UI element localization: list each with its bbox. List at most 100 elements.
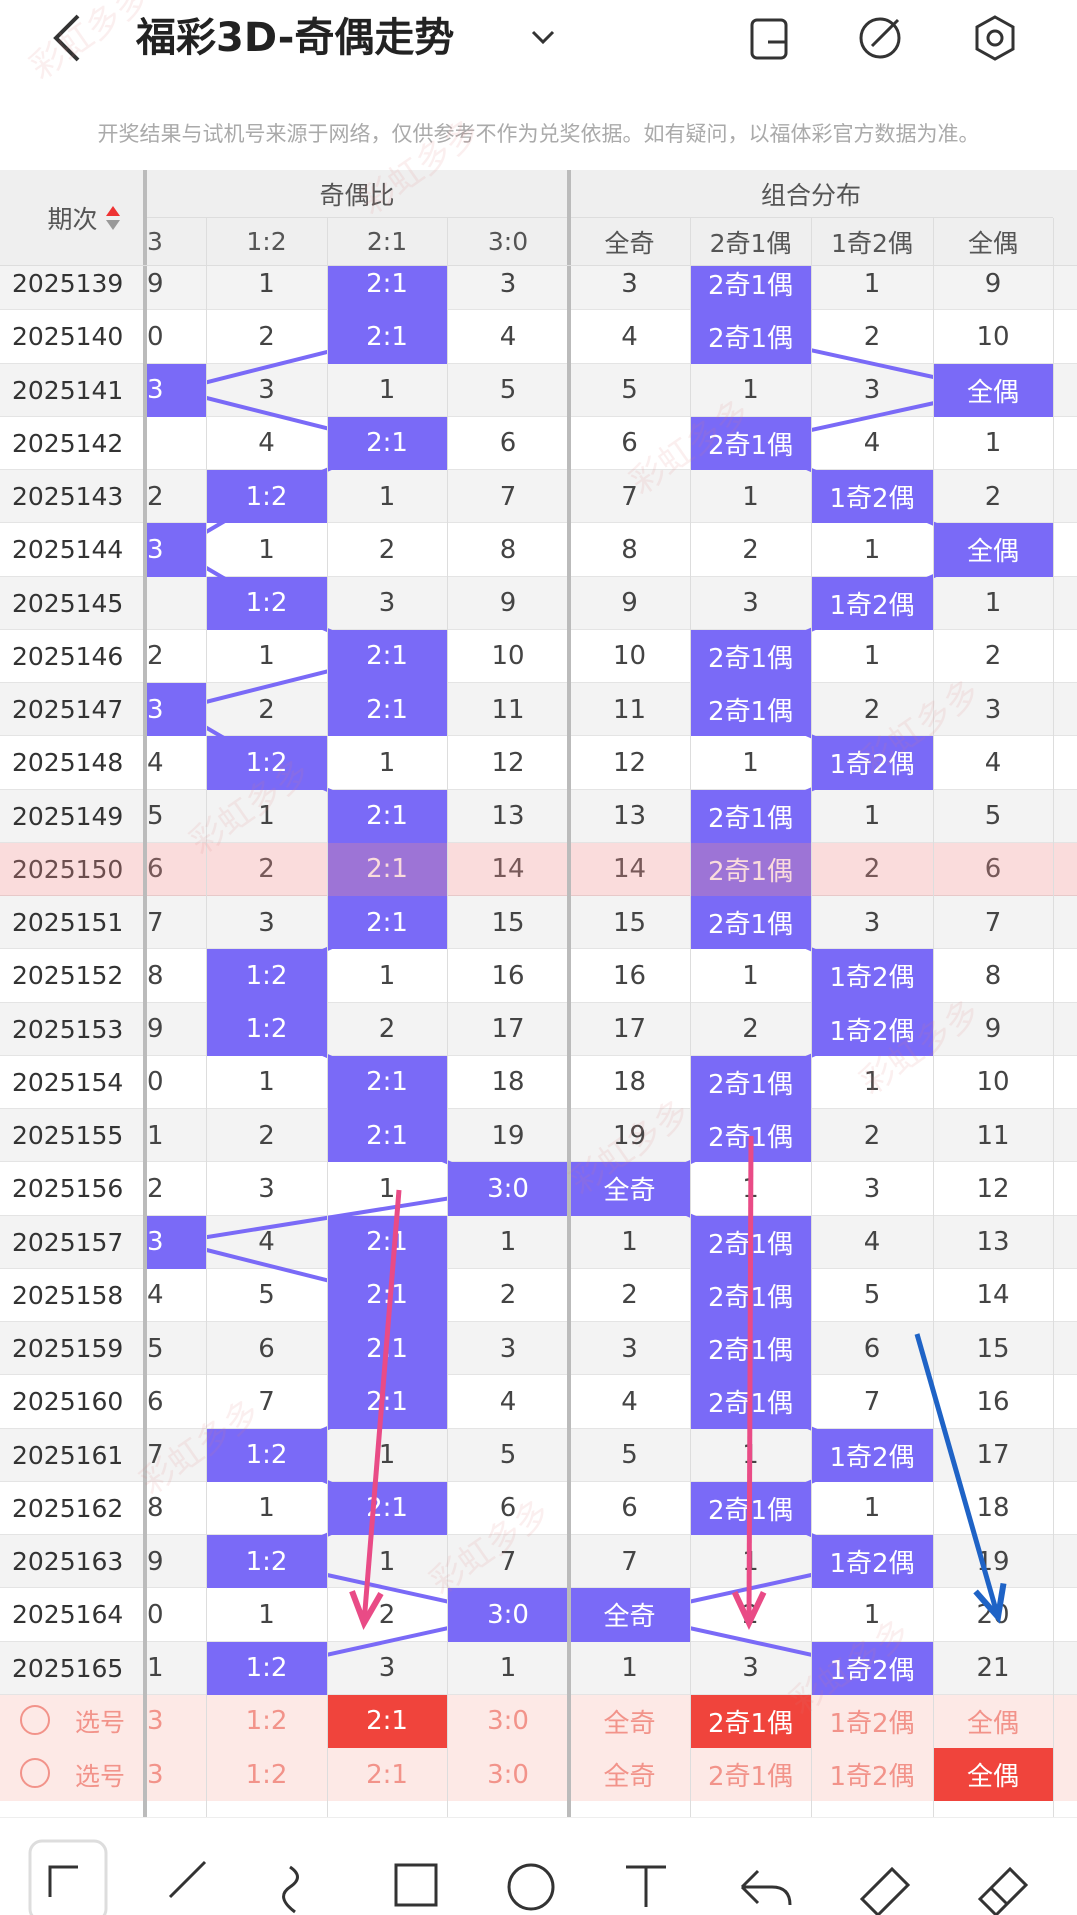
pick-option[interactable]: 全偶 (966, 1708, 1019, 1739)
hit-cell: 2:1 (327, 1322, 447, 1376)
hit-cell: 2奇1偶 (690, 1375, 811, 1429)
pick-option[interactable]: 2奇1偶 (690, 1694, 811, 1748)
miss-count: 5 (621, 1440, 638, 1471)
hit-cell: 全奇 (569, 1588, 690, 1642)
miss-count: 2 (742, 1014, 759, 1045)
pick-option[interactable]: 1:2 (245, 1706, 288, 1737)
miss-count: 15 (491, 907, 525, 938)
title-dropdown[interactable] (531, 30, 555, 45)
rotate-button[interactable] (750, 18, 788, 60)
pick-radio[interactable] (20, 1704, 50, 1735)
pick-option[interactable]: 1奇2偶 (829, 1762, 915, 1793)
back-button[interactable] (53, 14, 80, 62)
miss-count: 5 (499, 375, 517, 406)
column-header: 1奇2偶 (811, 218, 933, 265)
tool-line[interactable] (168, 1860, 207, 1899)
miss-count: 1 (863, 268, 881, 299)
miss-count: 1 (742, 375, 759, 406)
miss-count: 3 (863, 907, 881, 938)
hit-cell: 2:1 (327, 629, 447, 683)
period-cell: 2025155 (12, 1121, 124, 1151)
tool-undo[interactable] (740, 1869, 792, 1906)
column-divider (933, 218, 934, 265)
pick-label[interactable]: 选号 (74, 1761, 125, 1791)
miss-count: 1 (499, 1227, 517, 1258)
hit-cell: 3 (145, 363, 206, 417)
tool-pen[interactable] (282, 1865, 299, 1914)
tool-text[interactable] (626, 1865, 666, 1907)
miss-count: 17 (491, 1014, 525, 1045)
hit-cell: 1奇2偶 (811, 949, 933, 1003)
miss-count: 7 (147, 1440, 164, 1471)
pick-option[interactable]: 1奇2偶 (829, 1708, 915, 1739)
column-divider (447, 218, 448, 265)
pick-option[interactable]: 3:0 (487, 1759, 529, 1790)
column-header: 2:1 (327, 218, 447, 265)
miss-count: 2 (742, 1599, 759, 1630)
page-title[interactable]: 福彩3D-奇偶走势 (135, 15, 454, 61)
pick-label[interactable]: 选号 (74, 1708, 125, 1738)
miss-count: 5 (984, 801, 1002, 832)
miss-count: 11 (612, 694, 647, 725)
settings-button[interactable] (975, 15, 1015, 61)
tool-mosaic[interactable] (977, 1866, 1029, 1915)
miss-count: 14 (976, 1280, 1010, 1311)
pick-option[interactable]: 2:1 (366, 1759, 408, 1790)
row-bg (0, 310, 1077, 364)
hit-cell: 2奇1偶 (690, 416, 811, 470)
row-bg (0, 1109, 1077, 1163)
miss-count: 4 (499, 321, 517, 352)
miss-count: 16 (976, 1386, 1010, 1417)
miss-count: 1 (258, 268, 275, 299)
tool-select[interactable] (28, 1839, 108, 1915)
miss-count: 2 (147, 481, 164, 512)
row-bg (0, 842, 1077, 896)
tool-rect[interactable] (394, 1863, 438, 1907)
sort-icon (106, 220, 120, 230)
table-body: 2025139 9 1 2:1 3 3 2奇1偶 1 9 2025140 0 2 2:1 4 4 2奇1偶 2 1… (0, 265, 1077, 1817)
hit-cell: 1:2 (206, 470, 327, 524)
pick-option[interactable]: 3 (147, 1706, 164, 1737)
pick-option[interactable]: 2:1 (327, 1694, 447, 1748)
pick-option[interactable]: 全奇 (603, 1708, 656, 1739)
period-cell: 2025145 (12, 588, 124, 618)
row-bg (0, 629, 1077, 683)
pick-option[interactable]: 2奇1偶 (707, 1762, 794, 1793)
share-button[interactable] (859, 17, 901, 59)
miss-count: 6 (147, 854, 164, 885)
pick-option[interactable]: 3 (147, 1759, 164, 1790)
miss-count: 1 (378, 1173, 396, 1204)
period-cell: 2025160 (12, 1387, 124, 1417)
hit-cell: 2奇1偶 (690, 842, 811, 896)
period-header: 期次 (0, 170, 145, 265)
miss-count: 3 (863, 375, 881, 406)
pick-option[interactable]: 全偶 (933, 1748, 1053, 1802)
pick-option[interactable]: 1:2 (245, 1759, 288, 1790)
miss-count: 1 (258, 1493, 275, 1524)
tool-circle[interactable] (507, 1863, 555, 1911)
hit-cell: 1:2 (206, 1641, 327, 1695)
miss-count: 18 (976, 1493, 1010, 1524)
period-cell: 2025159 (12, 1334, 124, 1364)
miss-count: 7 (984, 907, 1002, 938)
column-divider (327, 170, 328, 1817)
miss-count: 1 (147, 1653, 164, 1684)
row-bg (0, 265, 1077, 311)
tool-arrow[interactable] (48, 1865, 78, 1897)
miss-count: 2 (984, 481, 1002, 512)
miss-count: 0 (147, 1067, 164, 1098)
pick-option[interactable]: 全奇 (603, 1762, 656, 1793)
hit-cell: 2:1 (327, 310, 447, 364)
miss-count: 1 (863, 641, 881, 672)
period-cell: 2025150 (12, 854, 124, 884)
miss-count: 9 (984, 268, 1002, 299)
tool-eraser[interactable] (859, 1866, 911, 1915)
miss-count: 6 (621, 1493, 638, 1524)
pick-radio[interactable] (20, 1758, 50, 1788)
period-cell: 2025153 (12, 1014, 124, 1044)
cells: 2025139 9 1 2:1 3 3 2奇1偶 1 9 2025140 0 2 2:1 4 4 2奇1偶 2 1… (0, 265, 1077, 1817)
pick-option[interactable]: 3:0 (487, 1706, 529, 1737)
hit-cell: 2奇1偶 (690, 896, 811, 950)
miss-count: 3 (742, 588, 759, 619)
miss-count: 1 (378, 960, 396, 991)
